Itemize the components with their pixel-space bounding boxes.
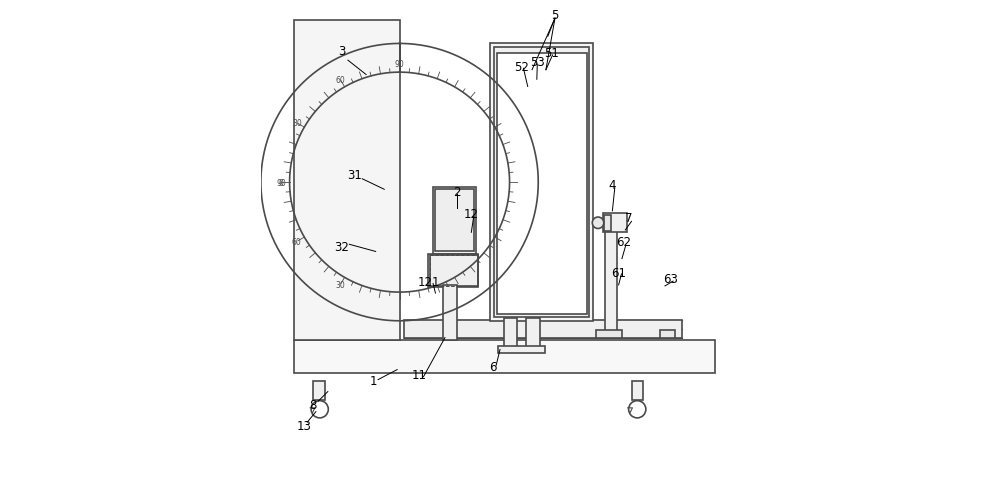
Circle shape xyxy=(592,217,604,229)
Text: 52: 52 xyxy=(514,61,529,74)
Text: 0: 0 xyxy=(279,178,283,187)
Bar xyxy=(294,21,400,340)
Bar xyxy=(660,331,675,338)
Text: 3: 3 xyxy=(338,45,346,58)
Text: 30: 30 xyxy=(335,281,345,290)
Bar xyxy=(494,48,589,318)
Bar xyxy=(430,256,478,287)
Bar xyxy=(313,381,325,400)
Bar xyxy=(497,54,587,314)
Bar xyxy=(430,256,478,287)
Text: 2: 2 xyxy=(453,186,461,199)
Bar xyxy=(504,319,517,350)
Text: 53: 53 xyxy=(530,56,545,69)
Text: 61: 61 xyxy=(611,266,626,279)
Bar xyxy=(435,190,474,252)
Bar xyxy=(526,319,540,350)
Text: 12: 12 xyxy=(464,207,479,220)
Circle shape xyxy=(629,401,646,418)
Bar xyxy=(498,346,545,353)
Text: 60: 60 xyxy=(292,238,302,246)
Text: 7: 7 xyxy=(625,212,633,225)
Bar xyxy=(604,215,611,232)
Text: 51: 51 xyxy=(544,48,559,60)
Bar xyxy=(404,321,682,338)
Bar xyxy=(428,254,478,288)
Bar xyxy=(433,188,476,254)
Text: 63: 63 xyxy=(663,273,678,286)
Text: 6: 6 xyxy=(489,360,497,373)
Text: 90: 90 xyxy=(395,60,404,69)
Bar xyxy=(603,214,627,233)
Bar xyxy=(490,44,593,321)
Text: 13: 13 xyxy=(296,419,311,432)
Text: 62: 62 xyxy=(616,236,631,249)
Text: 32: 32 xyxy=(334,240,349,253)
Bar xyxy=(596,331,622,338)
Text: 8: 8 xyxy=(309,398,316,411)
Bar xyxy=(632,381,643,400)
Text: 4: 4 xyxy=(609,179,616,192)
Text: 31: 31 xyxy=(347,169,362,182)
Bar xyxy=(294,340,715,373)
Text: 30: 30 xyxy=(292,119,302,128)
Bar xyxy=(605,228,617,333)
Circle shape xyxy=(311,401,328,418)
Text: 121: 121 xyxy=(418,276,440,288)
Text: 60: 60 xyxy=(335,76,345,85)
Text: 1: 1 xyxy=(370,374,377,387)
Text: 11: 11 xyxy=(412,368,427,381)
Text: 5: 5 xyxy=(551,9,559,22)
Text: 90: 90 xyxy=(276,178,286,187)
Bar xyxy=(443,285,457,340)
